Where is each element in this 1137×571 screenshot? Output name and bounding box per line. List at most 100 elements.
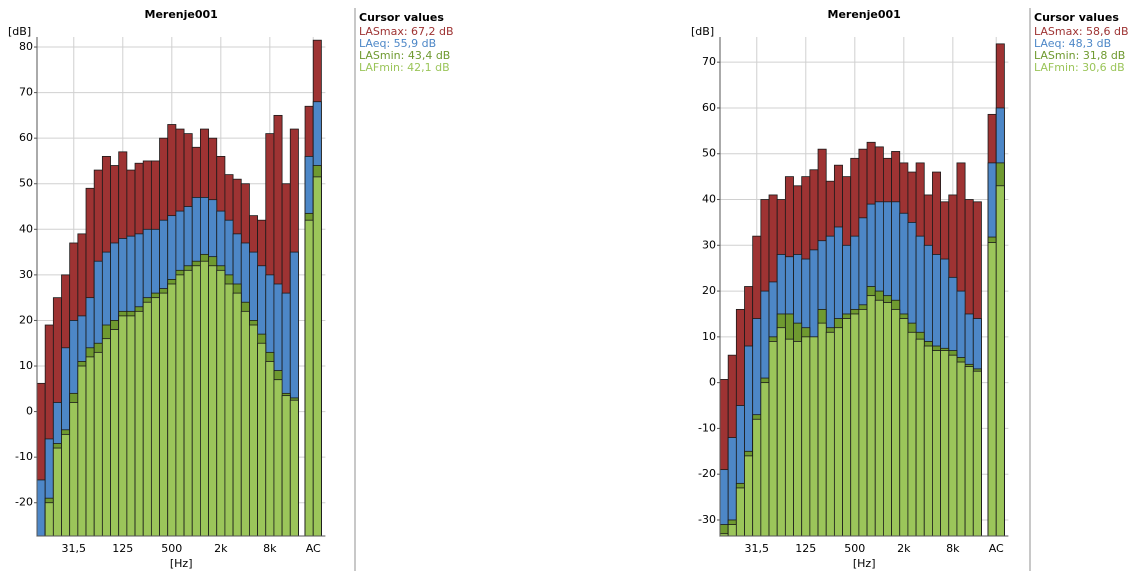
bar	[257, 342, 267, 537]
bar	[817, 322, 827, 537]
bar	[850, 313, 860, 537]
bar	[793, 341, 803, 537]
y-tick-label: 10	[19, 359, 33, 372]
bar	[883, 302, 892, 537]
bar	[768, 341, 778, 537]
y-tick-label: 0	[26, 405, 33, 418]
x-tick-label: 500	[844, 542, 865, 555]
x-axis-label: [Hz]	[170, 557, 193, 570]
bar	[61, 433, 71, 537]
bar	[833, 327, 843, 537]
legend-entry: LAeq: 55,9 dB	[359, 37, 436, 50]
bar	[265, 361, 275, 537]
y-tick-label: 40	[702, 193, 716, 206]
bar	[752, 418, 762, 537]
bar	[44, 502, 54, 537]
bar	[809, 336, 819, 537]
legend-entry: LAFmin: 42,1 dB	[359, 61, 450, 74]
y-tick-label: -20	[15, 496, 33, 509]
bar	[312, 176, 322, 537]
y-tick-label: 70	[702, 55, 716, 68]
bar	[93, 351, 103, 537]
bar	[874, 299, 884, 537]
bar	[995, 185, 1005, 537]
legend-entry: LASmin: 31,8 dB	[1034, 49, 1125, 62]
x-tick-label: 2k	[897, 542, 911, 555]
x-axis-label: [Hz]	[853, 557, 876, 570]
y-tick-label: 0	[709, 376, 716, 389]
bar	[776, 327, 786, 537]
bar	[866, 295, 876, 537]
x-tick-label: AC	[989, 542, 1004, 555]
y-tick-label: -20	[698, 467, 716, 480]
x-tick-label: AC	[306, 542, 321, 555]
x-tick-label: 31,5	[62, 542, 87, 555]
bar	[801, 336, 811, 537]
legend-title: Cursor values	[1034, 11, 1119, 24]
legend-entry: LAFmin: 30,6 dB	[1034, 61, 1125, 74]
bar	[175, 274, 185, 537]
bar	[735, 487, 745, 537]
bar	[281, 395, 291, 537]
bar	[240, 310, 250, 537]
bar	[69, 402, 79, 537]
bar	[940, 350, 950, 537]
bar	[304, 219, 314, 537]
y-axis-label: [dB]	[8, 25, 31, 38]
x-tick-label: 500	[161, 542, 182, 555]
y-tick-label: 40	[19, 222, 33, 235]
y-tick-label: -10	[698, 421, 716, 434]
bar	[52, 447, 62, 537]
bar	[126, 315, 136, 537]
x-tick-label: 8k	[263, 542, 277, 555]
bar	[744, 455, 754, 537]
bar	[191, 265, 201, 537]
x-tick-label: 125	[795, 542, 816, 555]
chart-title: Merenje001	[145, 8, 218, 21]
y-tick-label: 60	[19, 131, 33, 144]
bar	[915, 338, 925, 537]
y-tick-label: 50	[702, 147, 716, 160]
bar	[956, 361, 966, 537]
bar	[199, 260, 209, 537]
bar	[891, 308, 901, 537]
bar	[134, 310, 144, 537]
bar	[77, 365, 87, 537]
bar	[964, 366, 974, 537]
x-tick-label: 31,5	[745, 542, 770, 555]
y-tick-label: 20	[19, 313, 33, 326]
bar	[85, 356, 95, 537]
bar	[932, 350, 941, 537]
bar	[110, 329, 120, 537]
bar	[972, 370, 982, 537]
chart-title: Merenje001	[828, 8, 901, 21]
bar	[948, 354, 958, 537]
bar	[842, 318, 852, 537]
y-tick-label: 80	[19, 40, 33, 53]
bar	[183, 269, 193, 537]
legend-entry: LASmax: 58,6 dB	[1034, 25, 1129, 38]
bar	[987, 242, 997, 537]
bar	[208, 265, 218, 537]
bar	[289, 399, 299, 537]
bar	[727, 524, 737, 537]
bar	[907, 331, 917, 537]
y-tick-label: 50	[19, 177, 33, 190]
y-tick-label: 60	[702, 101, 716, 114]
x-tick-label: 2k	[214, 542, 228, 555]
bar	[36, 479, 46, 537]
x-tick-label: 125	[112, 542, 133, 555]
bar	[760, 382, 770, 537]
bar	[249, 324, 258, 537]
legend-entry: LASmin: 43,4 dB	[359, 49, 450, 62]
bar	[150, 297, 160, 537]
bar	[216, 269, 226, 537]
bar	[784, 338, 794, 537]
bar	[224, 283, 234, 537]
bar	[167, 283, 177, 537]
y-tick-label: 30	[19, 268, 33, 281]
bar	[118, 315, 128, 537]
y-tick-label: -10	[15, 450, 33, 463]
y-tick-label: 10	[702, 330, 716, 343]
